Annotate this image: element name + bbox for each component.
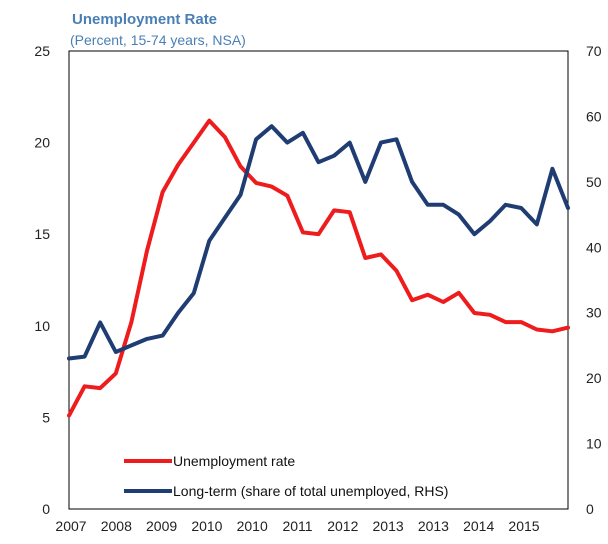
x-tick-label: 2013 — [373, 518, 404, 534]
y-left-tick-label: 0 — [42, 501, 50, 517]
chart-title: Unemployment Rate — [72, 11, 217, 28]
y-left-tick-label: 20 — [34, 135, 50, 151]
y-axis-left: 0 5 10 15 20 25 — [34, 43, 50, 517]
x-tick-label: 2010 — [237, 518, 268, 534]
plot-frame — [68, 50, 569, 510]
y-right-tick-label: 40 — [586, 239, 602, 255]
y-right-tick-label: 50 — [586, 174, 602, 190]
y-left-tick-label: 15 — [34, 226, 50, 242]
series-line-unemployment-rate — [67, 118, 570, 418]
y-left-tick-label: 10 — [34, 318, 50, 334]
y-left-tick-label: 25 — [34, 43, 50, 59]
y-right-tick-label: 60 — [586, 108, 602, 124]
series-line-long-term — [67, 124, 570, 361]
x-tick-label: 2015 — [508, 518, 539, 534]
legend-label-unemployment-rate: Unemployment rate — [173, 453, 295, 469]
x-axis: 2007 2008 2009 2010 2010 2011 2012 2013 2013 2014… — [55, 518, 539, 534]
x-tick-label: 2014 — [463, 518, 494, 534]
x-tick-label: 2011 — [282, 518, 312, 534]
x-tick-label: 2013 — [418, 518, 449, 534]
y-right-tick-label: 0 — [586, 501, 594, 517]
y-right-tick-label: 20 — [586, 370, 602, 386]
y-right-tick-label: 10 — [586, 436, 602, 452]
y-left-tick-label: 5 — [42, 409, 50, 425]
x-tick-label: 2008 — [101, 518, 132, 534]
series-layer — [67, 118, 570, 418]
y-right-tick-label: 30 — [586, 305, 602, 321]
x-tick-label: 2012 — [327, 518, 358, 534]
legend: Unemployment rate Long-term (share of to… — [124, 453, 448, 499]
x-tick-label: 2007 — [55, 518, 86, 534]
x-tick-label: 2010 — [191, 518, 222, 534]
x-tick-label: 2009 — [146, 518, 177, 534]
legend-label-long-term: Long-term (share of total unemployed, RH… — [173, 483, 448, 499]
chart-subtitle: (Percent, 15-74 years, NSA) — [70, 32, 246, 48]
y-right-tick-label: 70 — [586, 43, 602, 59]
y-axis-right: 0 10 20 30 40 50 60 70 — [586, 43, 602, 517]
